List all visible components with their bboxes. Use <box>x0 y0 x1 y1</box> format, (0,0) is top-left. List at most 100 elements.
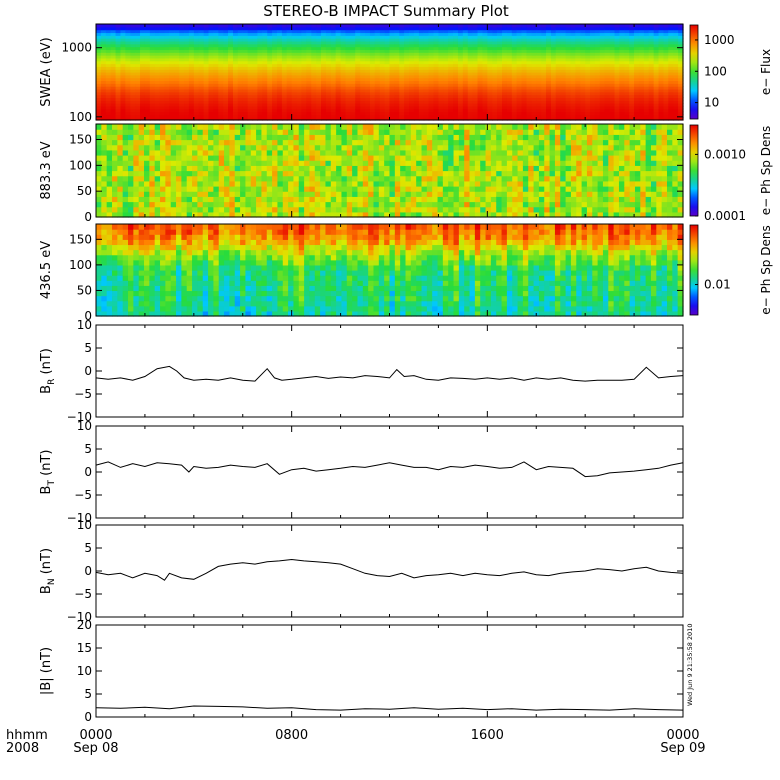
spectrogram-cell <box>497 57 503 62</box>
spectrogram-cell <box>133 196 140 203</box>
spectrogram-cell <box>179 46 185 51</box>
spectrogram-cell <box>340 111 347 115</box>
spectrogram-cell <box>272 149 279 156</box>
spectrogram-cell <box>604 52 611 56</box>
spectrogram-cell <box>311 100 317 104</box>
spectrogram-cell <box>663 91 669 96</box>
spectrogram-cell <box>345 38 351 42</box>
spectrogram-cell <box>560 74 567 79</box>
spectrogram-cell <box>277 160 284 166</box>
spectrogram-cell <box>154 175 161 182</box>
spectrogram-cell <box>570 72 576 76</box>
spectrogram-cell <box>634 94 640 99</box>
spectrogram-cell <box>374 32 381 36</box>
spectrogram-cell <box>389 63 395 67</box>
spectrogram-cell <box>316 117 322 121</box>
spectrogram-cell <box>309 155 316 161</box>
spectrogram-cell <box>250 201 257 208</box>
spectrogram-cell <box>188 24 195 28</box>
spectrogram-cell <box>169 72 175 76</box>
spectrogram-cell <box>352 191 359 197</box>
spectrogram-cell <box>198 74 205 79</box>
spectrogram-cell <box>330 134 337 141</box>
spectrogram-cell <box>304 160 311 166</box>
spectrogram-cell <box>321 111 327 115</box>
spectrogram-cell <box>560 86 567 90</box>
spectrogram-cell <box>247 117 254 121</box>
spectrogram-cell <box>115 111 122 115</box>
spectrogram-cell <box>653 100 660 104</box>
spectrogram-cell <box>341 201 348 208</box>
spectrogram-cell <box>188 55 195 59</box>
spectrogram-cell <box>352 211 359 218</box>
spectrogram-cell <box>467 66 474 70</box>
spectrogram-cell <box>170 139 177 146</box>
spectrogram-cell <box>160 206 166 213</box>
spectrogram-cell <box>668 103 674 107</box>
spectrogram-cell <box>203 74 210 79</box>
spectrogram-cell <box>276 88 283 93</box>
spectrogram-cell <box>374 74 381 79</box>
spectrogram-cell <box>467 72 474 76</box>
spectrogram-cell <box>668 80 674 84</box>
spectrogram-cell <box>379 24 386 28</box>
spectrogram-cell <box>590 100 596 104</box>
spectrogram-cell <box>325 180 332 187</box>
spectrogram-cell <box>276 46 283 51</box>
spectrogram-cell <box>100 94 107 99</box>
spectrogram-cell <box>555 32 562 36</box>
spectrogram-cell <box>208 211 214 218</box>
spectrogram-cell <box>365 46 371 51</box>
spectrogram-cell <box>673 35 679 39</box>
spectrogram-cell <box>223 72 229 76</box>
spectrogram-cell <box>184 49 190 53</box>
spectrogram-cell <box>112 206 118 213</box>
spectrogram-cell <box>320 175 327 182</box>
spectrogram-cell <box>462 66 469 70</box>
spectrogram-cell <box>144 160 150 166</box>
spectrogram-cell <box>457 63 464 67</box>
spectrogram-cell <box>619 29 625 34</box>
spectrogram-cell <box>281 108 288 113</box>
spectrogram-cell <box>316 46 322 51</box>
spectrogram-cell <box>128 180 134 187</box>
spectrogram-cell <box>511 77 518 82</box>
spectrogram-cell <box>257 111 263 115</box>
spectrogram-cell <box>272 100 278 104</box>
spectrogram-cell <box>311 114 317 118</box>
spectrogram-cell <box>140 66 146 70</box>
spectrogram-cell <box>609 86 616 90</box>
spectrogram-cell <box>208 111 214 115</box>
spectrogram-cell <box>252 40 259 45</box>
spectrogram-cell <box>296 88 303 93</box>
spectrogram-cell <box>193 26 200 31</box>
spectrogram-cell <box>188 88 195 93</box>
spectrogram-cell <box>181 129 188 135</box>
spectrogram-cell <box>365 38 371 42</box>
spectrogram-cell <box>511 63 518 67</box>
spectrogram-cell <box>115 105 122 110</box>
spectrogram-cell <box>164 80 170 84</box>
spectrogram-cell <box>352 139 359 146</box>
spectrogram-cell <box>115 24 122 28</box>
spectrogram-cell <box>462 103 469 107</box>
spectrogram-cell <box>181 175 188 182</box>
spectrogram-cell <box>306 88 312 93</box>
spectrogram-cell <box>379 72 386 76</box>
spectrogram-cell <box>365 55 371 59</box>
spectrogram-cell <box>184 60 190 65</box>
spectrogram-cell <box>169 105 175 110</box>
spectrogram-cell <box>467 43 474 48</box>
spectrogram-cell <box>181 144 188 151</box>
spectrogram-cell <box>365 111 371 115</box>
spectrogram-cell <box>457 40 464 45</box>
spectrogram-cell <box>653 94 660 99</box>
spectrogram-cell <box>448 26 454 31</box>
spectrogram-cell <box>179 111 185 115</box>
spectrogram-cell <box>213 86 219 90</box>
spectrogram-cell <box>101 170 108 177</box>
spectrogram-cell <box>531 63 537 67</box>
spectrogram-cell <box>673 52 679 56</box>
spectrogram-cell <box>154 155 161 161</box>
spectrogram-cell <box>149 32 156 36</box>
